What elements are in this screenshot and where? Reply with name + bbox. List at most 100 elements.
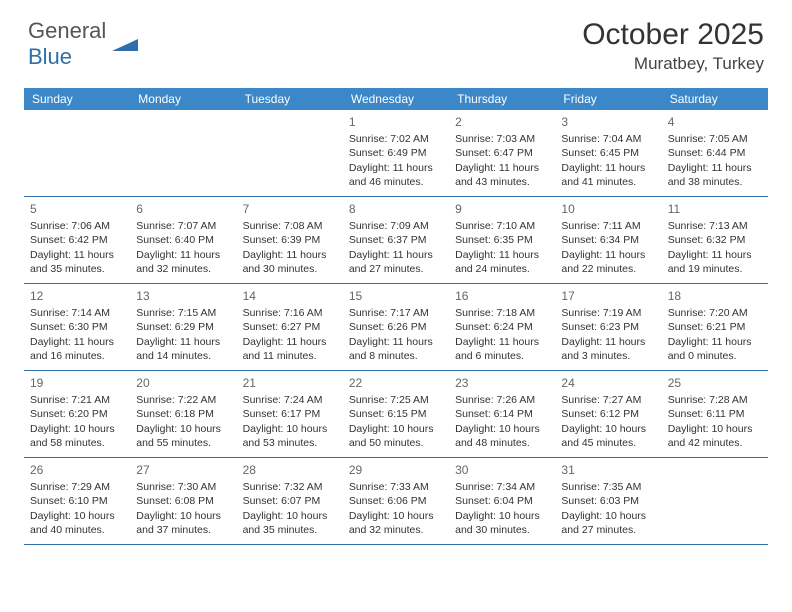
day-cell: 14Sunrise: 7:16 AMSunset: 6:27 PMDayligh…: [237, 284, 343, 370]
day-cell: [130, 110, 236, 196]
daylight-text: Daylight: 11 hours and 38 minutes.: [668, 161, 762, 189]
sunset-text: Sunset: 6:35 PM: [455, 233, 549, 247]
day-cell: 5 Sunrise: 7:06 AMSunset: 6:42 PMDaylight…: [24, 197, 130, 283]
daylight-text: Daylight: 11 hours and 41 minutes.: [561, 161, 655, 189]
day-number: 1: [349, 114, 443, 130]
daylight-text: Daylight: 11 hours and 6 minutes.: [455, 335, 549, 363]
day-cell: 12Sunrise: 7:14 AMSunset: 6:30 PMDayligh…: [24, 284, 130, 370]
sunrise-text: Sunrise: 7:17 AM: [349, 306, 443, 320]
day-cell: 19Sunrise: 7:21 AMSunset: 6:20 PMDayligh…: [24, 371, 130, 457]
sunset-text: Sunset: 6:07 PM: [243, 494, 337, 508]
day-number: 20: [136, 375, 230, 391]
day-number: 25: [668, 375, 762, 391]
day-cell: 4Sunrise: 7:05 AMSunset: 6:44 PMDaylight…: [662, 110, 768, 196]
day-cell: [237, 110, 343, 196]
sunset-text: Sunset: 6:14 PM: [455, 407, 549, 421]
day-cell: 17Sunrise: 7:19 AMSunset: 6:23 PMDayligh…: [555, 284, 661, 370]
sunrise-text: Sunrise: 7:11 AM: [561, 219, 655, 233]
sunset-text: Sunset: 6:24 PM: [455, 320, 549, 334]
sunset-text: Sunset: 6:40 PM: [136, 233, 230, 247]
day-number: 15: [349, 288, 443, 304]
day-number: 8: [349, 201, 443, 217]
weeks-container: 1Sunrise: 7:02 AMSunset: 6:49 PMDaylight…: [24, 110, 768, 545]
day-number: 11: [668, 201, 762, 217]
sunset-text: Sunset: 6:03 PM: [561, 494, 655, 508]
title-block: October 2025 Muratbey, Turkey: [582, 18, 764, 74]
sunrise-text: Sunrise: 7:27 AM: [561, 393, 655, 407]
daylight-text: Daylight: 10 hours and 30 minutes.: [455, 509, 549, 537]
daylight-text: Daylight: 11 hours and 0 minutes.: [668, 335, 762, 363]
sunset-text: Sunset: 6:26 PM: [349, 320, 443, 334]
sunrise-text: Sunrise: 7:28 AM: [668, 393, 762, 407]
sunset-text: Sunset: 6:49 PM: [349, 146, 443, 160]
sunset-text: Sunset: 6:29 PM: [136, 320, 230, 334]
sunset-text: Sunset: 6:12 PM: [561, 407, 655, 421]
sunset-text: Sunset: 6:17 PM: [243, 407, 337, 421]
day-cell: 13Sunrise: 7:15 AMSunset: 6:29 PMDayligh…: [130, 284, 236, 370]
day-cell: 6Sunrise: 7:07 AMSunset: 6:40 PMDaylight…: [130, 197, 236, 283]
sunrise-text: Sunrise: 7:02 AM: [349, 132, 443, 146]
sunrise-text: Sunrise: 7:09 AM: [349, 219, 443, 233]
week-row: 12Sunrise: 7:14 AMSunset: 6:30 PMDayligh…: [24, 284, 768, 371]
sunrise-text: Sunrise: 7:24 AM: [243, 393, 337, 407]
week-row: 5Sunrise: 7:06 AMSunset: 6:42 PMDaylight…: [24, 197, 768, 284]
daylight-text: Daylight: 11 hours and 14 minutes.: [136, 335, 230, 363]
sunrise-text: Sunrise: 7:34 AM: [455, 480, 549, 494]
day-number: 10: [561, 201, 655, 217]
day-number: 9: [455, 201, 549, 217]
page-title: October 2025: [582, 18, 764, 52]
brand-flag-icon: [112, 33, 138, 56]
sunrise-text: Sunrise: 7:15 AM: [136, 306, 230, 320]
sunset-text: Sunset: 6:06 PM: [349, 494, 443, 508]
sunset-text: Sunset: 6:37 PM: [349, 233, 443, 247]
daylight-text: Daylight: 10 hours and 55 minutes.: [136, 422, 230, 450]
day-cell: 30Sunrise: 7:34 AMSunset: 6:04 PMDayligh…: [449, 458, 555, 544]
daylight-text: Daylight: 11 hours and 11 minutes.: [243, 335, 337, 363]
day-number: 27: [136, 462, 230, 478]
sunrise-text: Sunrise: 7:03 AM: [455, 132, 549, 146]
daylight-text: Daylight: 10 hours and 48 minutes.: [455, 422, 549, 450]
sunset-text: Sunset: 6:11 PM: [668, 407, 762, 421]
day-cell: 16Sunrise: 7:18 AMSunset: 6:24 PMDayligh…: [449, 284, 555, 370]
day-number: 19: [30, 375, 124, 391]
daylight-text: Daylight: 10 hours and 40 minutes.: [30, 509, 124, 537]
day-header: Tuesday: [237, 88, 343, 110]
day-number: 28: [243, 462, 337, 478]
daylight-text: Daylight: 10 hours and 58 minutes.: [30, 422, 124, 450]
sunset-text: Sunset: 6:27 PM: [243, 320, 337, 334]
sunset-text: Sunset: 6:10 PM: [30, 494, 124, 508]
sunrise-text: Sunrise: 7:04 AM: [561, 132, 655, 146]
sunrise-text: Sunrise: 7:10 AM: [455, 219, 549, 233]
day-cell: 27Sunrise: 7:30 AMSunset: 6:08 PMDayligh…: [130, 458, 236, 544]
day-number: 14: [243, 288, 337, 304]
day-cell: [662, 458, 768, 544]
sunrise-text: Sunrise: 7:18 AM: [455, 306, 549, 320]
daylight-text: Daylight: 11 hours and 35 minutes.: [30, 248, 124, 276]
day-number: 5: [30, 201, 124, 217]
day-cell: 2Sunrise: 7:03 AMSunset: 6:47 PMDaylight…: [449, 110, 555, 196]
location-text: Muratbey, Turkey: [582, 54, 764, 74]
calendar: SundayMondayTuesdayWednesdayThursdayFrid…: [24, 88, 768, 545]
sunrise-text: Sunrise: 7:05 AM: [668, 132, 762, 146]
brand-text-b: Blue: [28, 44, 72, 69]
daylight-text: Daylight: 11 hours and 43 minutes.: [455, 161, 549, 189]
sunrise-text: Sunrise: 7:08 AM: [243, 219, 337, 233]
daylight-text: Daylight: 10 hours and 37 minutes.: [136, 509, 230, 537]
sunrise-text: Sunrise: 7:06 AM: [30, 219, 124, 233]
day-cell: 22Sunrise: 7:25 AMSunset: 6:15 PMDayligh…: [343, 371, 449, 457]
daylight-text: Daylight: 10 hours and 45 minutes.: [561, 422, 655, 450]
day-cell: 18Sunrise: 7:20 AMSunset: 6:21 PMDayligh…: [662, 284, 768, 370]
sunset-text: Sunset: 6:42 PM: [30, 233, 124, 247]
daylight-text: Daylight: 10 hours and 35 minutes.: [243, 509, 337, 537]
day-number: 18: [668, 288, 762, 304]
day-number: 12: [30, 288, 124, 304]
sunrise-text: Sunrise: 7:07 AM: [136, 219, 230, 233]
day-number: 24: [561, 375, 655, 391]
daylight-text: Daylight: 11 hours and 46 minutes.: [349, 161, 443, 189]
daylight-text: Daylight: 10 hours and 42 minutes.: [668, 422, 762, 450]
sunset-text: Sunset: 6:47 PM: [455, 146, 549, 160]
day-number: 30: [455, 462, 549, 478]
sunset-text: Sunset: 6:44 PM: [668, 146, 762, 160]
daylight-text: Daylight: 11 hours and 30 minutes.: [243, 248, 337, 276]
brand-text: General Blue: [28, 18, 106, 70]
